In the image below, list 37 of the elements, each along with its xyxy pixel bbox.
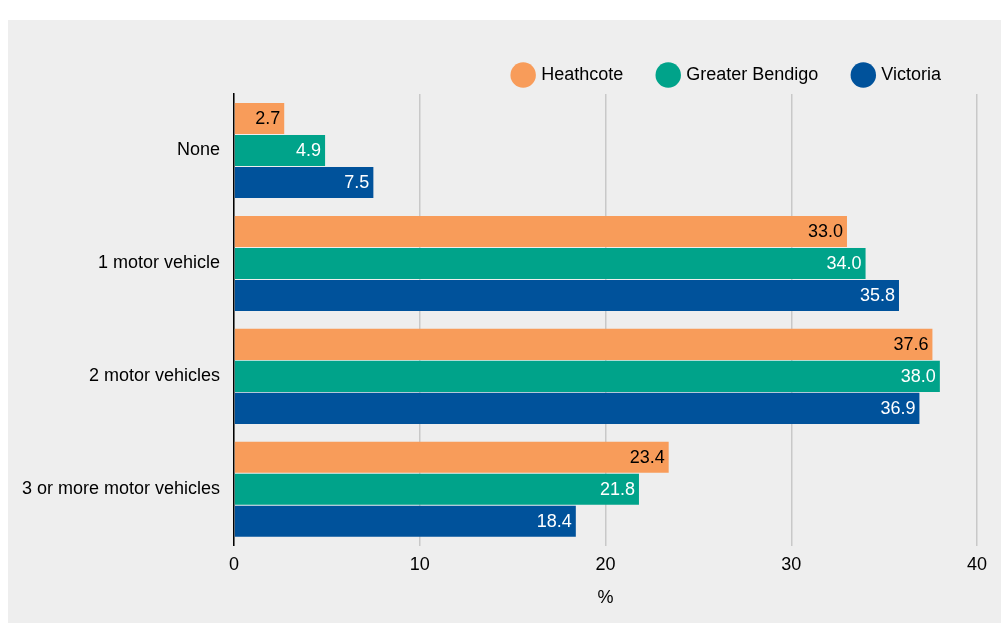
data-label: 7.5: [344, 172, 370, 193]
data-label: 18.4: [536, 511, 572, 532]
y-tick-label: 1 motor vehicle: [98, 252, 221, 273]
legend-label: Victoria: [881, 63, 942, 84]
x-tick-label: 30: [781, 553, 802, 574]
bar: [234, 360, 940, 392]
data-label: 35.8: [859, 285, 895, 306]
x-tick-label: 10: [409, 553, 430, 574]
data-label: 21.8: [599, 479, 635, 500]
y-tick-label: 3 or more motor vehicles: [21, 478, 221, 499]
bar: [234, 247, 866, 279]
bar: [234, 505, 576, 537]
legend-label: Greater Bendigo: [686, 63, 819, 84]
x-tick-label: 20: [595, 553, 616, 574]
x-tick-label: 40: [966, 553, 988, 574]
data-label: 4.9: [296, 140, 322, 161]
y-tick-label: 2 motor vehicles: [89, 365, 221, 386]
bar: [234, 473, 639, 505]
bar: [234, 328, 933, 360]
legend-label: Heathcote: [541, 63, 624, 84]
bar: [234, 134, 326, 166]
data-label: 38.0: [900, 366, 936, 387]
data-label: 37.6: [893, 334, 929, 355]
data-label: 36.9: [880, 398, 916, 419]
data-label: 2.7: [255, 108, 281, 129]
data-label: 34.0: [826, 253, 862, 274]
bar: [234, 279, 899, 311]
data-label: 33.0: [807, 221, 843, 242]
x-tick-label: 0: [229, 553, 240, 574]
x-axis-title: %: [597, 587, 614, 608]
bar: [234, 441, 669, 473]
bar: [234, 215, 847, 247]
y-tick-label: None: [177, 139, 221, 160]
bar: [234, 392, 920, 424]
bar: [234, 102, 285, 134]
bar: [234, 166, 374, 198]
data-label: 23.4: [629, 447, 665, 468]
